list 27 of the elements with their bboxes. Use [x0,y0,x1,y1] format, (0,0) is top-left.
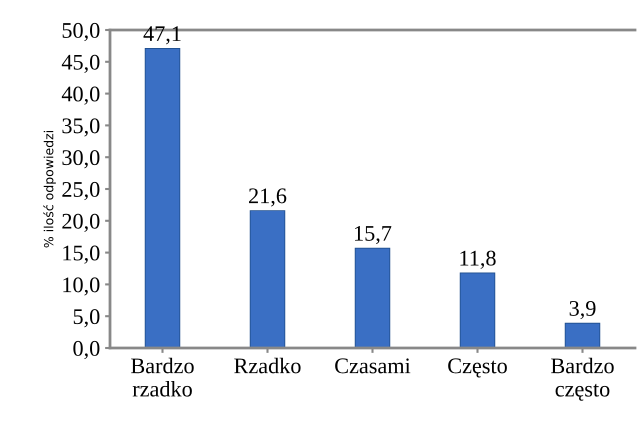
bar [250,210,286,348]
bar [354,248,390,348]
y-tick-label: 15,0 [63,246,100,264]
data-label: 11,8 [460,250,496,269]
y-tick-label: 5,0 [74,309,100,328]
y-tick-label: 50,0 [62,22,100,42]
y-tick-label: 20,0 [62,214,100,232]
x-tick-label: Czasami [335,358,410,374]
bar [460,272,496,348]
y-tick-label: 45,0 [62,54,100,73]
data-label: 21,6 [249,188,286,207]
bar [564,322,600,348]
x-tick-label: Bardzo często [551,358,614,401]
data-label: 3,9 [570,300,596,320]
bar [144,48,180,348]
x-tick-label: Rzadko [234,358,301,374]
y-tick-label: 10,0 [63,277,100,296]
y-tick-label: 35,0 [62,118,100,137]
y-tick-label: 0,0 [73,340,100,360]
y-axis-title: % ilość odpowiedzi [43,131,56,248]
data-label: 15,7 [355,226,392,244]
y-tick-label: 25,0 [62,182,100,200]
x-tick-label: Bardzo rzadko [131,358,194,397]
x-tick-label: Często [448,358,507,378]
y-tick-label: 30,0 [62,150,100,168]
data-label: 47,1 [143,26,181,44]
y-tick-label: 40,0 [62,86,100,105]
